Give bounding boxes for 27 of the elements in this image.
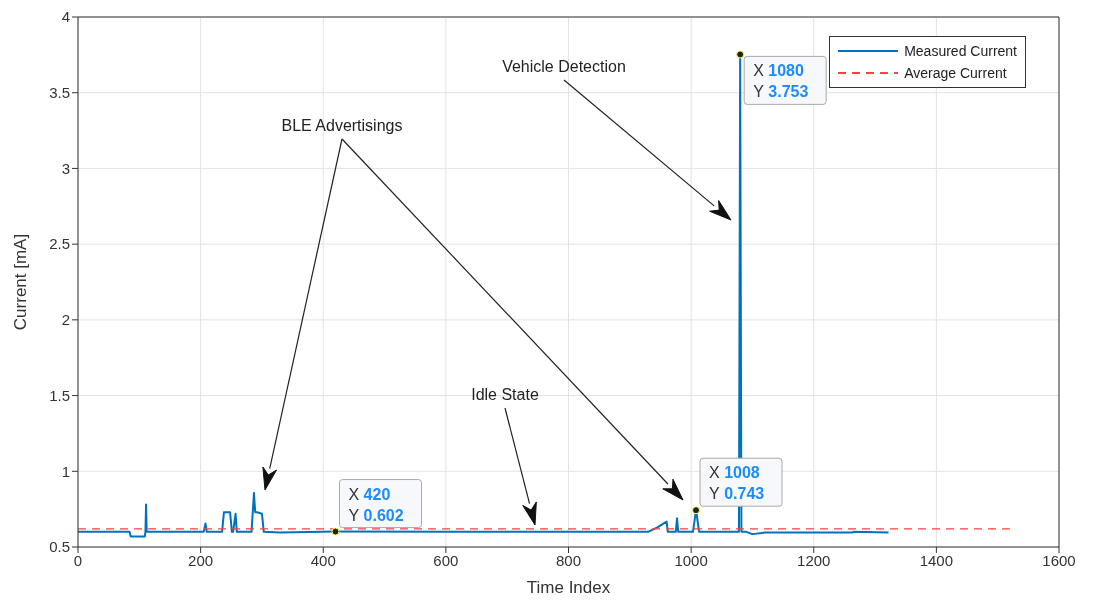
- x-tick-label: 200: [188, 551, 214, 569]
- x-tick-label: 0: [73, 551, 83, 569]
- annotation: X 1080 Y 3.753: [753, 62, 809, 101]
- x-tick-label: 1600: [1042, 551, 1076, 569]
- y-tick-label: 0.5: [49, 538, 70, 556]
- x-tick-label: 800: [555, 551, 582, 569]
- x-tick-label: 1000: [674, 551, 708, 569]
- annotation: X 420 Y 0.602: [348, 485, 404, 524]
- x-tick-label: 1400: [919, 551, 954, 569]
- x-axis-title: Time Index: [526, 578, 611, 597]
- y-tick-label: 1.5: [49, 386, 70, 404]
- annotation: Vehicle Detection: [502, 58, 626, 76]
- x-tick-label: 600: [433, 551, 459, 569]
- annotation: BLE Advertisings: [281, 117, 403, 135]
- y-tick-label: 1: [61, 462, 70, 480]
- annotation: X 1008 Y 0.743: [709, 464, 765, 503]
- y-axis-title: Current [mA]: [11, 233, 31, 331]
- legend-label: Measured Current: [904, 42, 1017, 61]
- y-tick-label: 3: [61, 159, 70, 177]
- y-tick-label: 3.5: [49, 84, 70, 102]
- annotation: Idle State: [471, 386, 539, 404]
- x-tick-label: 1200: [797, 551, 831, 569]
- y-tick-label: 4: [61, 8, 70, 26]
- x-tick-label: 400: [310, 551, 336, 569]
- y-tick-label: 2: [61, 311, 70, 329]
- y-tick-label: 2.5: [49, 235, 70, 253]
- legend-label: Average Current: [904, 64, 1007, 83]
